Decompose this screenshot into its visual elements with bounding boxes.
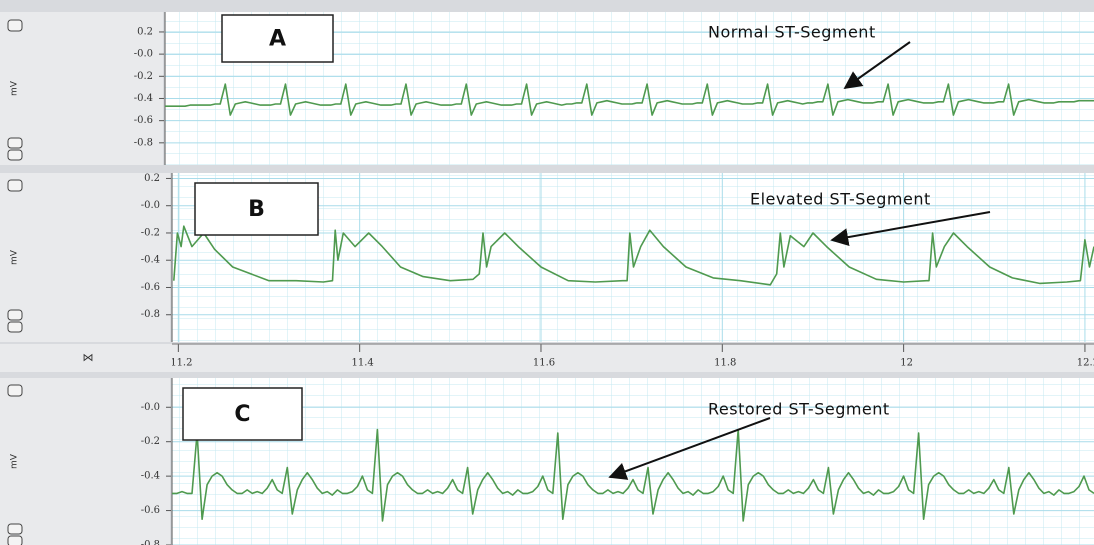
grid xyxy=(172,378,1094,545)
panel-label-box xyxy=(182,387,303,441)
x-tick-label: 12 xyxy=(900,358,913,369)
time-axis-panel xyxy=(0,344,1094,372)
y-tick-label: 0.2 xyxy=(137,26,153,37)
y-tick-label: -0.4 xyxy=(134,93,153,104)
y-tick-label: -0.2 xyxy=(141,436,160,447)
axis-panel xyxy=(0,173,170,342)
zoom-out-button[interactable] xyxy=(7,535,23,545)
ecg-panel: 0.2 -0.0 -0.2 -0.4 -0.6 -0.8 mV A Normal ST-Segm… xyxy=(10,12,1094,165)
x-tick-label: 12.2 xyxy=(1077,358,1094,369)
y-tick-label: -0.2 xyxy=(134,71,153,82)
fit-icon[interactable]: ⋈ xyxy=(83,351,94,364)
zoom-out-button[interactable] xyxy=(7,149,23,161)
annotation-arrow xyxy=(608,417,771,480)
y-tick-label: -0.2 xyxy=(141,227,160,238)
zoom-in-button[interactable] xyxy=(7,523,23,535)
annotation-arrow xyxy=(830,211,991,247)
scroll-button[interactable] xyxy=(7,179,23,192)
y-tick-label: -0.8 xyxy=(134,137,153,148)
panel-label-box xyxy=(194,182,319,236)
ecg-trace xyxy=(173,225,1094,286)
y-tick-label: -0.0 xyxy=(134,49,153,60)
zoom-out-button[interactable] xyxy=(7,321,23,333)
y-axis-label: mV xyxy=(10,249,20,265)
y-tick-label: -0.6 xyxy=(141,505,160,516)
panel-label-box xyxy=(221,14,334,63)
y-tick-label: -0.0 xyxy=(141,402,160,413)
x-tick-label: 11.6 xyxy=(533,358,555,369)
y-tick-label: -0.8 xyxy=(141,309,160,320)
x-tick-label: 11.8 xyxy=(714,358,736,369)
scroll-button[interactable] xyxy=(7,19,23,32)
y-tick-label: -0.0 xyxy=(141,200,160,211)
y-axis-label: mV xyxy=(10,80,20,96)
ecg-panel: 0.2 -0.0 -0.2 -0.4 -0.6 -0.8 mV 11.2 11.4 11.6 11.… xyxy=(10,173,1094,369)
y-tick-label: -0.4 xyxy=(141,471,160,482)
annotation: Restored ST-Segment xyxy=(708,400,890,419)
x-tick-label: 11.4 xyxy=(352,358,374,369)
y-tick-label: -0.8 xyxy=(141,540,160,545)
scroll-button[interactable] xyxy=(7,384,23,397)
annotation: Elevated ST-Segment xyxy=(750,190,931,209)
y-axis-label: mV xyxy=(10,453,20,469)
annotation: Normal ST-Segment xyxy=(708,23,876,42)
y-tick-label: 0.2 xyxy=(144,173,160,184)
axis-panel xyxy=(0,378,170,545)
ecg-trace xyxy=(165,83,1094,116)
panel-label: A xyxy=(269,27,286,52)
panel-label: C xyxy=(234,402,250,427)
y-tick-label: -0.6 xyxy=(134,115,153,126)
y-tick-label: -0.4 xyxy=(141,255,160,266)
ecg-panel: -0.0 -0.2 -0.4 -0.6 -0.8 mV C Restored ST-Segme… xyxy=(10,378,1094,545)
axis-panel xyxy=(0,12,163,165)
zoom-in-button[interactable] xyxy=(7,137,23,149)
zoom-in-button[interactable] xyxy=(7,309,23,321)
annotation-arrow xyxy=(843,41,911,90)
ecg-trace xyxy=(172,428,1094,522)
y-tick-label: -0.6 xyxy=(141,282,160,293)
x-tick-label: 11.2 xyxy=(170,358,192,369)
panel-label: B xyxy=(248,197,265,222)
